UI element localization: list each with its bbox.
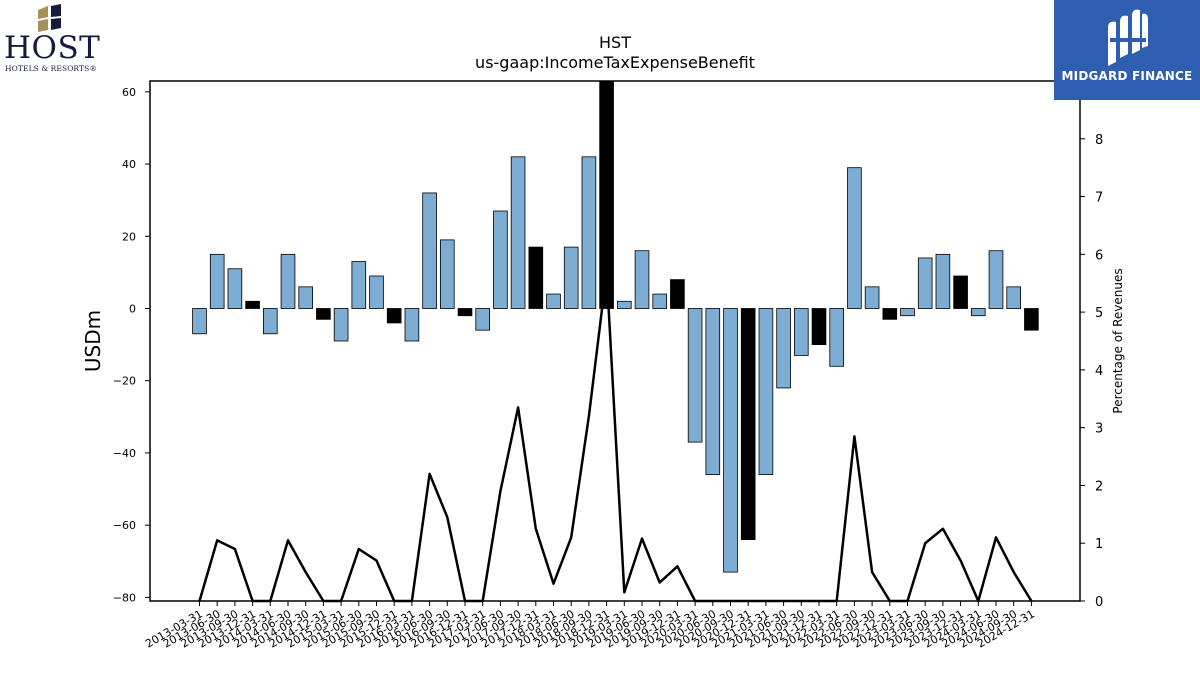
bar-2020-03-31 — [687, 308, 703, 443]
bar-2018-06-30 — [563, 246, 579, 309]
y2-tick-label: 4 — [1095, 364, 1103, 379]
bar-2023-09-30 — [935, 253, 951, 309]
bar-2019-12-31 — [670, 279, 685, 309]
bar-2022-03-31 — [829, 308, 844, 367]
plot-frame — [149, 80, 1081, 602]
bar-2017-03-31 — [475, 308, 490, 331]
y2-axis-label: Percentage of Revenues — [1111, 268, 1125, 413]
bar-2022-12-31 — [882, 308, 898, 320]
bar-2015-09-30 — [369, 275, 384, 309]
y2-tick-label: 5 — [1095, 306, 1103, 321]
midgard-logo-text: MIDGARD FINANCE — [1061, 69, 1193, 83]
bar-2017-09-30 — [510, 156, 526, 309]
bar-2014-06-30 — [280, 253, 296, 309]
bar-2021-03-31 — [758, 308, 774, 476]
midgard-finance-logo: MIDGARD FINANCE — [1054, 0, 1200, 100]
bar-2017-06-30 — [493, 210, 508, 309]
bar-2016-12-31 — [457, 308, 473, 317]
chart-subtitle: us-gaap:IncomeTaxExpenseBenefit — [475, 53, 755, 72]
bar-2017-12-31 — [528, 246, 544, 309]
bar-2024-09-30 — [1006, 286, 1021, 309]
host-logo-word: HOST — [4, 30, 101, 66]
y-tick-label: −20 — [113, 375, 136, 388]
y-tick-label: 40 — [122, 158, 136, 171]
right-y-axis: 0 1 2 3 4 5 6 7 8 — [1080, 133, 1103, 610]
bar-2019-06-30 — [634, 250, 650, 309]
bar-2013-03-31 — [192, 308, 207, 335]
bar-2023-03-31 — [900, 308, 915, 317]
y-tick-label: −40 — [113, 447, 136, 460]
bar-2019-03-31 — [617, 300, 632, 309]
host-logo-mark-icon — [38, 4, 61, 32]
chart-title: HST — [599, 33, 631, 52]
y2-tick-label: 0 — [1095, 595, 1103, 610]
y-tick-label: 60 — [122, 86, 136, 99]
bar-2015-03-31 — [333, 308, 349, 342]
y-tick-label: 20 — [122, 230, 136, 243]
bar-2024-06-30 — [988, 250, 1004, 309]
bar-2020-09-30 — [723, 308, 738, 573]
bar-2024-12-31 — [1024, 308, 1039, 331]
y-axis-label: USDm — [81, 310, 105, 372]
bar-2020-12-31 — [740, 308, 756, 541]
bar-2014-09-30 — [298, 286, 313, 309]
host-hotels-logo: HOST HOTELS & RESORTS® — [0, 0, 104, 78]
bar-2024-03-31 — [971, 308, 986, 317]
bar-2022-06-30 — [847, 167, 862, 309]
bar-2014-12-31 — [316, 308, 331, 320]
y2-tick-label: 3 — [1095, 422, 1103, 437]
y-tick-label: 0 — [129, 303, 136, 316]
bar-2015-06-30 — [351, 261, 367, 309]
bar-2016-06-30 — [422, 192, 437, 309]
bar-2020-06-30 — [705, 308, 721, 476]
y2-tick-label: 7 — [1095, 191, 1103, 206]
percent-of-revenues-line — [198, 270, 1033, 603]
bar-2019-09-30 — [652, 293, 667, 309]
left-y-axis: 60 40 20 0 −20 −40 −60 −80 — [113, 86, 150, 604]
bar-2021-09-30 — [794, 308, 809, 356]
midgard-logo-mark-icon — [1108, 9, 1148, 67]
y-tick-label: −60 — [113, 519, 136, 532]
bar-2018-03-31 — [546, 293, 561, 309]
bar-2023-12-31 — [953, 275, 968, 309]
bar-2021-12-31 — [811, 308, 827, 346]
y2-tick-label: 6 — [1095, 248, 1103, 263]
bar-series — [192, 80, 1039, 573]
bar-2016-03-31 — [404, 308, 420, 342]
bar-2013-06-30 — [209, 253, 225, 309]
host-logo-tagline: HOTELS & RESORTS® — [5, 64, 97, 73]
bar-2018-09-30 — [581, 156, 597, 309]
bar-2022-09-30 — [864, 286, 880, 309]
y2-tick-label: 2 — [1095, 479, 1103, 494]
bar-2023-06-30 — [917, 257, 933, 309]
bar-2021-06-30 — [776, 308, 791, 389]
bar-2013-12-31 — [245, 300, 260, 309]
bar-2013-09-30 — [227, 268, 243, 309]
x-axis: 2013-03-312013-06-302013-09-302013-12-31… — [143, 601, 1037, 651]
y2-tick-label: 1 — [1095, 537, 1103, 552]
bar-2016-09-30 — [439, 239, 455, 309]
percent-line-series — [198, 270, 1033, 603]
bar-2014-03-31 — [262, 308, 278, 335]
y-tick-label: −80 — [113, 591, 136, 604]
bar-2015-12-31 — [386, 308, 402, 324]
y2-tick-label: 8 — [1095, 133, 1103, 148]
